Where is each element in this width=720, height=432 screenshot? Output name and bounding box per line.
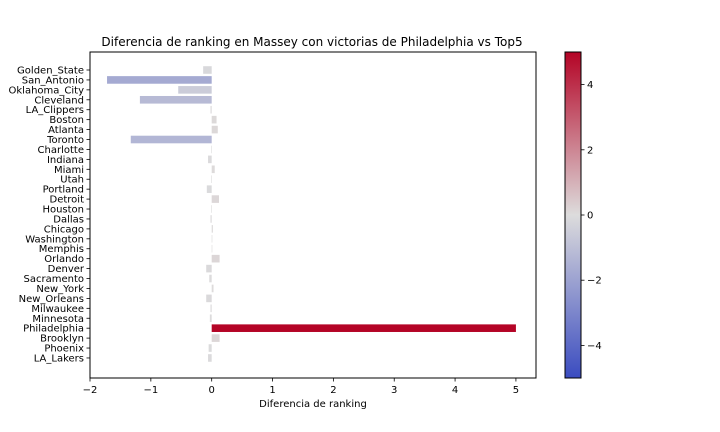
bar-detroit <box>211 195 219 203</box>
y-tick-label: Golden_State <box>17 66 84 77</box>
bar-minnesota <box>209 314 212 323</box>
x-axis-label: Diferencia de ranking <box>259 399 367 410</box>
colorbar-tick-label: −2 <box>587 276 602 287</box>
y-tick-label: Cleveland <box>34 95 84 106</box>
bar-washington <box>211 235 213 243</box>
y-tick-label: Milwaukee <box>31 304 84 315</box>
x-tick-label: 0 <box>209 385 215 396</box>
bar-miami <box>211 165 215 174</box>
colorbar-tick-label: 4 <box>587 80 593 91</box>
y-tick-label: Sacramento <box>24 274 84 285</box>
bar-milwaukee <box>210 304 212 313</box>
x-tick-label: 5 <box>513 385 519 396</box>
plot-area <box>89 51 537 379</box>
colorbar-tick-label: 0 <box>587 211 593 222</box>
x-tick-label: 3 <box>391 385 397 396</box>
x-tick-label: 4 <box>452 385 458 396</box>
bar-portland <box>206 185 212 193</box>
bar-atlanta <box>211 125 218 134</box>
x-tick-label: 1 <box>269 385 275 396</box>
bar-toronto <box>130 135 212 144</box>
y-tick-label: Toronto <box>46 135 84 146</box>
bar-philadelphia <box>211 324 516 332</box>
bar-utah <box>211 175 212 184</box>
bar-san-antonio <box>107 76 212 84</box>
y-tick-label: Memphis <box>39 244 84 255</box>
y-tick-label: Denver <box>48 264 85 275</box>
x-tick-label: −2 <box>83 385 98 396</box>
bar-phoenix <box>208 344 212 352</box>
y-tick-label: Orlando <box>44 254 84 265</box>
y-tick-label: Chicago <box>44 224 84 235</box>
x-tick-label: 2 <box>330 385 336 396</box>
y-tick-label: Detroit <box>50 195 85 206</box>
chart-title: Diferencia de ranking en Massey con vict… <box>101 35 522 49</box>
bar-sacramento <box>209 274 212 283</box>
x-tick-layer: −2 −1 0 1 2 3 4 5 <box>83 378 519 396</box>
bar-houston <box>211 205 212 213</box>
colorbar <box>564 51 582 379</box>
bar-new-orleans <box>206 294 212 303</box>
bar-cleveland <box>139 95 212 104</box>
colorbar-tick-label: 2 <box>587 145 593 156</box>
y-tick-label: LA_Lakers <box>34 353 84 364</box>
y-tick-label: Utah <box>60 175 84 186</box>
y-tick-label: Miami <box>54 165 84 176</box>
y-tick-label: Indiana <box>47 155 84 166</box>
y-tick-label: Charlotte <box>38 145 84 156</box>
bar-new-york <box>211 284 214 293</box>
colorbar-tick-layer: −4 −2 0 2 4 <box>581 80 602 352</box>
bar-layer <box>107 66 516 362</box>
bar-la-clippers <box>210 105 212 114</box>
y-tick-layer: Golden_StateSan_AntonioOklahoma_CityClev… <box>9 66 90 364</box>
bar-denver <box>206 264 212 273</box>
y-tick-label: Atlanta <box>48 125 84 136</box>
bar-orlando <box>211 254 220 263</box>
bar-la-lakers <box>208 354 212 362</box>
bar-indiana <box>208 155 212 164</box>
y-tick-label: Houston <box>42 205 84 216</box>
y-tick-label: Boston <box>49 115 84 126</box>
bar-boston <box>211 115 217 124</box>
bar-golden-state <box>203 66 212 74</box>
y-tick-label: Philadelphia <box>23 324 84 335</box>
bar-dallas <box>210 215 212 223</box>
bar-charlotte <box>211 145 212 154</box>
bar-memphis <box>211 244 213 253</box>
y-tick-label: New_York <box>36 284 84 295</box>
colorbar-tick-label: −4 <box>587 341 602 352</box>
y-tick-label: Minnesota <box>32 314 84 325</box>
bar-oklahoma-city <box>178 86 212 94</box>
y-tick-label: San_Antonio <box>22 75 84 86</box>
y-tick-label: LA_Clippers <box>26 105 84 116</box>
y-tick-label: Oklahoma_City <box>9 85 85 96</box>
x-tick-label: −1 <box>143 385 158 396</box>
y-tick-label: Portland <box>43 185 84 196</box>
y-tick-label: New_Orleans <box>19 294 84 305</box>
y-tick-label: Brooklyn <box>40 334 84 345</box>
y-tick-label: Washington <box>25 234 84 245</box>
y-tick-label: Phoenix <box>44 344 84 355</box>
bar-brooklyn <box>211 334 220 342</box>
y-tick-label: Dallas <box>53 214 84 225</box>
bar-chicago <box>211 225 213 233</box>
